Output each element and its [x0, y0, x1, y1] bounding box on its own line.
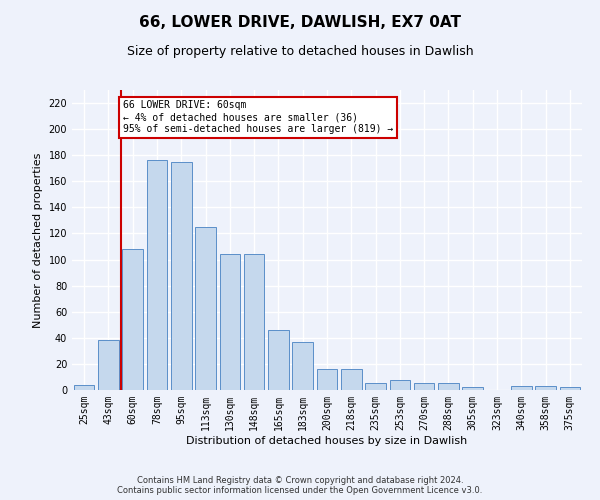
Text: 66 LOWER DRIVE: 60sqm
← 4% of detached houses are smaller (36)
95% of semi-detac: 66 LOWER DRIVE: 60sqm ← 4% of detached h…: [123, 100, 393, 134]
Bar: [74, 385, 94, 390]
Bar: [98, 340, 119, 390]
Bar: [414, 384, 434, 390]
Bar: [438, 384, 459, 390]
Bar: [146, 160, 167, 390]
Bar: [389, 380, 410, 390]
Bar: [341, 369, 362, 390]
X-axis label: Distribution of detached houses by size in Dawlish: Distribution of detached houses by size …: [187, 436, 467, 446]
Text: 66, LOWER DRIVE, DAWLISH, EX7 0AT: 66, LOWER DRIVE, DAWLISH, EX7 0AT: [139, 15, 461, 30]
Bar: [292, 342, 313, 390]
Bar: [317, 369, 337, 390]
Bar: [511, 386, 532, 390]
Bar: [268, 330, 289, 390]
Bar: [171, 162, 191, 390]
Bar: [560, 388, 580, 390]
Bar: [220, 254, 240, 390]
Bar: [195, 227, 216, 390]
Bar: [463, 388, 483, 390]
Bar: [365, 384, 386, 390]
Bar: [244, 254, 265, 390]
Y-axis label: Number of detached properties: Number of detached properties: [33, 152, 43, 328]
Bar: [122, 249, 143, 390]
Text: Contains HM Land Registry data © Crown copyright and database right 2024.
Contai: Contains HM Land Registry data © Crown c…: [118, 476, 482, 495]
Bar: [535, 386, 556, 390]
Text: Size of property relative to detached houses in Dawlish: Size of property relative to detached ho…: [127, 45, 473, 58]
